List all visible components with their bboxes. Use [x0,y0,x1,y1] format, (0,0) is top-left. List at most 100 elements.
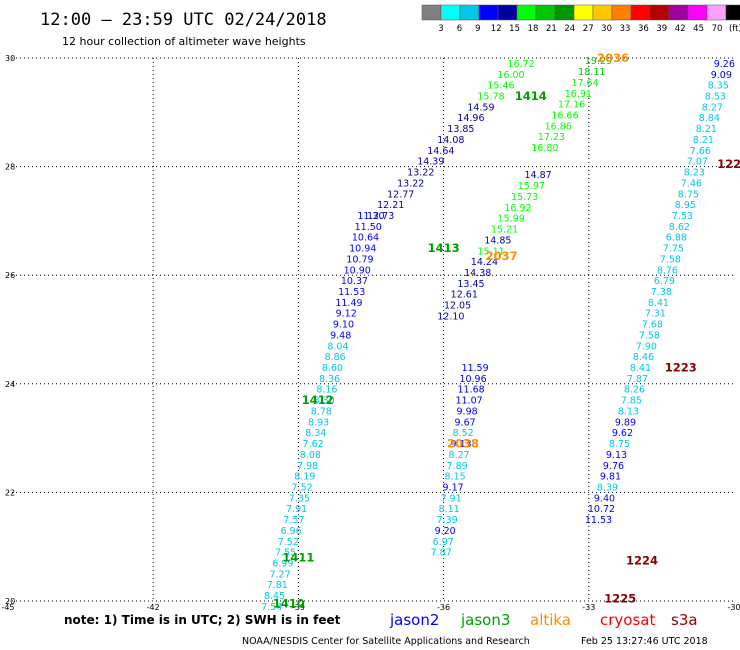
wave-height-value: 7.90 [636,341,657,352]
wave-height-value: 8.45 [264,591,285,602]
wave-height-value: 7.81 [267,580,288,591]
wave-height-value: 10.94 [349,244,376,255]
legend-swatch [668,4,689,21]
wave-height-value: 8.08 [300,450,321,461]
legend-swatch [573,4,594,21]
wave-height-value: 9.12 [336,309,357,320]
wave-height-value: 15.78 [477,92,504,103]
pass-number-label: 1223 [665,361,697,375]
y-tick-label: 28 [5,163,15,172]
wave-height-value: 12.05 [444,301,471,312]
wave-height-value: 8.76 [657,265,678,276]
wave-height-value: 16.66 [551,111,578,122]
legend-label: 33 [620,24,631,34]
wave-height-value: 6.79 [654,276,675,287]
wave-height-value: 8.78 [311,406,332,417]
wave-height-value: 16.80 [531,143,558,154]
wave-height-value: 8.04 [327,341,348,352]
satellite-legend-altika: altika [530,611,571,629]
wave-height-value: 7.57 [283,515,304,526]
legend-label: 9 [475,24,480,34]
wave-height-value: 10.37 [341,276,368,287]
y-tick-label: 26 [5,271,15,280]
wave-height-value: 11.07 [455,396,482,407]
wave-height-value: 7.53 [672,211,693,222]
wave-height-value: 9.09 [711,70,732,81]
wave-height-value: 9.62 [612,428,633,439]
wave-height-value: 9.98 [457,406,478,417]
grid-lines [8,57,734,602]
chart-subtitle: 12 hour collection of altimeter wave hei… [62,35,306,48]
wave-height-value: 7.54 [261,602,282,613]
wave-height-value: 13.85 [447,124,474,135]
wave-height-value: 11.68 [457,385,484,396]
x-tick-label: -30 [727,603,740,612]
legend-swatch [611,4,632,21]
legend-swatch [554,4,575,21]
wave-height-value: 8.52 [453,428,474,439]
wave-height-value: 16.92 [504,203,531,214]
footer-timestamp: Feb 25 13:27:46 UTC 2018 [581,636,708,647]
legend-label: 24 [564,24,575,34]
wave-height-value: 7.35 [289,493,310,504]
wave-height-value: 15.73 [511,192,538,203]
wave-height-value: 8.15 [445,472,466,483]
wave-height-value: 14.59 [467,102,494,113]
wave-height-value: 13.45 [457,279,484,290]
axis-tick-labels: -45 -42 -39 -36 -33 -30 20 22 24 26 28 30 [1,54,740,612]
wave-height-value: 8.16 [316,385,337,396]
wave-height-value: 13.22 [407,168,434,179]
x-tick-label: -33 [582,603,595,612]
legend-label: 30 [601,24,612,34]
wave-height-value: 8.21 [696,124,717,135]
wave-height-value: 12.21 [377,200,404,211]
wave-height-value: 19.29 [585,56,612,67]
wave-height-value: 11.50 [355,222,382,233]
wave-height-value: 9.40 [594,493,615,504]
wave-height-value: 8.95 [675,200,696,211]
y-tick-label: 24 [5,380,15,389]
wave-height-value: 8.75 [609,439,630,450]
wave-height-value: 12.10 [437,311,464,322]
pass-number-label: 1411 [282,551,314,565]
wave-height-value: 14.24 [471,257,498,268]
x-tick-label: -45 [1,603,14,612]
wave-height-value: 17.16 [558,100,585,111]
wave-height-value: 8.86 [325,352,346,363]
wave-height-value: 8.41 [630,363,651,374]
wave-height-value: 9.13 [606,450,627,461]
x-tick-label: -36 [437,603,450,612]
wave-height-value: 10.79 [346,254,373,265]
legend-swatch [459,4,480,21]
y-tick-label: 30 [5,54,15,63]
pass-number-label: 1225 [604,591,636,605]
wave-height-value: 7.58 [639,330,660,341]
wave-height-value: 16.00 [497,70,524,81]
wave-height-value: 7.52 [292,482,313,493]
wave-height-value: 8.30 [314,396,335,407]
x-tick-label: -39 [292,603,305,612]
wave-height-value: 11.30 [357,211,384,222]
wave-height-value: 7.27 [269,569,290,580]
wave-height-value: 9.17 [443,482,464,493]
legend-label: 45 [693,24,704,34]
wave-height-value: 10.72 [588,504,615,515]
wave-height-value: 7.58 [660,254,681,265]
legend-swatch [478,4,499,21]
wave-height-value: 17.23 [538,132,565,143]
legend-swatch [687,4,708,21]
legend-label: 12 [491,24,502,34]
wave-height-value: 16.86 [545,121,572,132]
wave-height-value: 6.99 [272,558,293,569]
wave-height-value: 12.77 [387,189,414,200]
legend-swatch [649,4,670,21]
y-tick-label: 22 [5,488,15,497]
legend-label: 42 [675,24,686,34]
wave-height-value: 17.64 [571,78,598,89]
wave-height-value: 12.61 [451,290,478,301]
wave-height-value: 8.27 [449,450,470,461]
wave-height-value: 7.91 [286,504,307,515]
wave-height-value: 8.60 [322,363,343,374]
